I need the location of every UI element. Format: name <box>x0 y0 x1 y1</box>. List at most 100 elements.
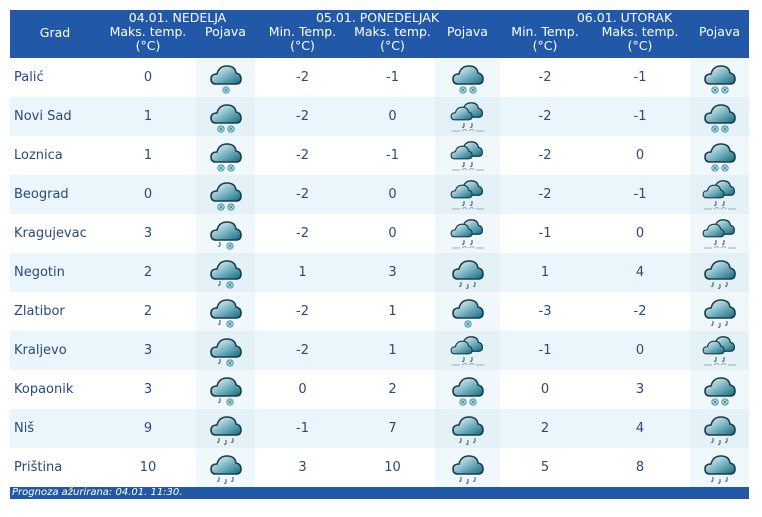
city-name: Kraljevo <box>10 331 100 370</box>
city-name: Zlatibor <box>14 304 65 319</box>
max-temp: -1 <box>633 70 647 85</box>
day-header: 04.01. NEDELJA <box>100 10 255 25</box>
snow-heavy-icon <box>690 138 749 174</box>
rain-icon <box>435 450 500 486</box>
min-temp: 5 <box>540 460 550 475</box>
clouds-sleet-fog-icon <box>435 99 500 135</box>
min-temp: -1 <box>255 409 350 448</box>
min-temp: -2 <box>255 331 350 370</box>
weather-cell <box>435 175 501 214</box>
rain-icon <box>690 450 749 486</box>
max-temp: 0 <box>350 97 435 136</box>
rain-icon <box>690 294 749 330</box>
snow-heavy-icon <box>690 60 749 96</box>
max-temp: 4 <box>590 253 691 292</box>
max-temp: 7 <box>350 409 435 448</box>
max-temp: 2 <box>143 304 153 319</box>
clouds-sleet-fog-icon <box>690 333 749 369</box>
city-name: Novi Sad <box>10 97 100 136</box>
max-temp: 9 <box>100 409 196 448</box>
min-temp: -2 <box>296 226 309 241</box>
min-temp: -2 <box>296 70 309 85</box>
weather-cell <box>196 97 255 136</box>
min-temp: -2 <box>538 70 552 85</box>
max-temp: 2 <box>100 253 196 292</box>
column-header-phenomenon: Pojava <box>690 25 750 58</box>
min-temp: 1 <box>500 253 591 292</box>
sleet-icon <box>196 294 255 330</box>
table-row: Priština 10 3 10 5 8 <box>10 448 750 487</box>
max-temp: 0 <box>635 226 645 241</box>
snow-heavy-icon <box>196 177 255 213</box>
min-temp: -3 <box>538 304 552 319</box>
clouds-sleet-fog-icon <box>435 177 500 213</box>
forecast-rows: Palić 0 -2 -1 -2 -1 Novi Sad 1 -2 0 -2 -1 Loznica 1 -2… <box>10 58 750 487</box>
min-temp: -1 <box>500 331 591 370</box>
max-temp: -1 <box>590 175 691 214</box>
weather-cell <box>690 370 750 409</box>
weather-cell <box>690 292 750 331</box>
min-temp: -1 <box>538 226 552 241</box>
weather-cell <box>690 253 750 292</box>
weather-cell <box>196 448 255 487</box>
weather-cell <box>435 97 501 136</box>
column-header-max-temp: Maks. temp. (°C) <box>590 25 691 58</box>
weather-cell <box>690 448 750 487</box>
weather-cell <box>435 253 501 292</box>
city-name: Loznica <box>14 148 63 163</box>
forecast-widget: Grad 04.01. NEDELJA 05.01. PONEDELJAK 06… <box>10 10 750 499</box>
max-temp: 3 <box>635 382 645 397</box>
weather-cell <box>196 136 255 175</box>
rain-icon <box>196 411 255 447</box>
max-temp: 0 <box>388 226 397 241</box>
column-header-city: Grad <box>10 10 100 58</box>
weather-cell <box>690 331 750 370</box>
snow-icon <box>435 294 500 330</box>
sleet-icon <box>196 216 255 252</box>
snow-heavy-icon <box>435 60 500 96</box>
table-row: Negotin 2 1 3 1 4 <box>10 253 750 292</box>
snow-heavy-icon <box>435 372 500 408</box>
max-temp: 10 <box>384 460 401 475</box>
clouds-sleet-fog-icon <box>435 216 500 252</box>
min-temp: 0 <box>298 382 307 397</box>
max-temp: -1 <box>590 97 691 136</box>
weather-cell <box>196 253 255 292</box>
city-name: Kragujevac <box>14 226 87 241</box>
snow-heavy-icon <box>196 138 255 174</box>
max-temp: 10 <box>139 460 157 475</box>
min-temp: -2 <box>538 148 552 163</box>
clouds-sleet-fog-icon <box>435 138 500 174</box>
weather-cell <box>690 136 750 175</box>
weather-cell <box>435 370 501 409</box>
table-row: Palić 0 -2 -1 -2 -1 <box>10 58 750 97</box>
column-header-min-temp: Min. Temp. (°C) <box>255 25 350 58</box>
weather-cell <box>690 97 750 136</box>
weather-cell <box>196 409 255 448</box>
city-name: Palić <box>14 70 44 85</box>
weather-cell <box>196 175 255 214</box>
max-temp: 0 <box>143 70 153 85</box>
max-temp: 0 <box>350 175 435 214</box>
weather-cell <box>435 214 501 253</box>
weather-cell <box>196 58 255 97</box>
column-header-max-temp: Maks. temp. (°C) <box>100 25 196 58</box>
column-header-max-temp: Maks. temp. (°C) <box>350 25 435 58</box>
table-row: Zlatibor 2 -2 1 -3 -2 <box>10 292 750 331</box>
max-temp: 4 <box>590 409 691 448</box>
city-name: Beograd <box>10 175 100 214</box>
max-temp: -1 <box>386 70 399 85</box>
weather-cell <box>435 58 501 97</box>
weather-cell <box>690 58 750 97</box>
rain-icon <box>690 411 749 447</box>
table-row: Novi Sad 1 -2 0 -2 -1 <box>10 97 750 136</box>
snow-heavy-icon <box>196 99 255 135</box>
weather-cell <box>690 214 750 253</box>
weather-cell <box>435 331 501 370</box>
table-row: Loznica 1 -2 -1 -2 0 <box>10 136 750 175</box>
table-row: Niš 9 -1 7 2 4 <box>10 409 750 448</box>
day-header: 05.01. PONEDELJAK <box>255 10 501 25</box>
min-temp: -2 <box>500 97 591 136</box>
table-row: Kraljevo 3 -2 1 -1 0 <box>10 331 750 370</box>
sleet-icon <box>196 255 255 291</box>
